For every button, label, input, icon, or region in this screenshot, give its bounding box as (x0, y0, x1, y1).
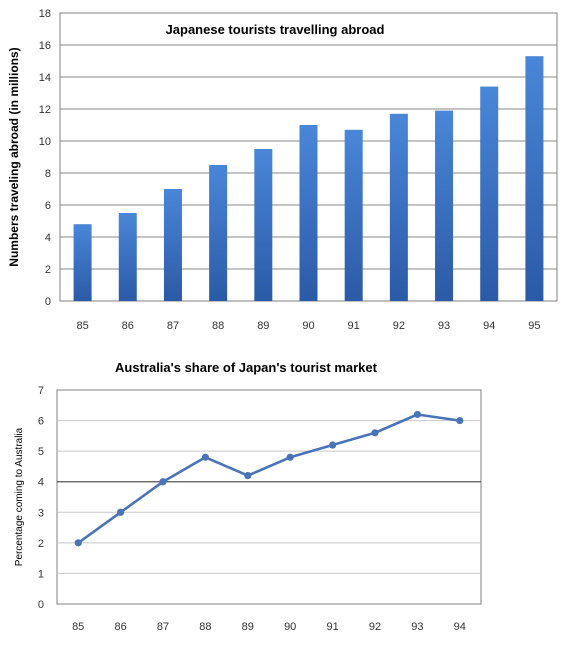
bar-chart-bar (389, 113, 408, 301)
bar-chart-y-tick-label: 12 (39, 104, 51, 116)
line-chart-y-ticks: 0 1 2 3 4 5 6 7 (38, 385, 44, 611)
line-chart-series-line (77, 413, 460, 544)
line-chart-x-tick-label: 90 (284, 621, 296, 633)
line-chart-x-tick-label: 85 (72, 621, 84, 633)
line-chart-x-tick-label: 86 (114, 621, 126, 633)
line-chart-point (117, 508, 125, 516)
bar-chart-x-tick-label: 88 (212, 320, 224, 332)
line-chart-y-tick-label: 1 (38, 568, 44, 580)
bar-chart-bar (209, 165, 228, 301)
line-chart-y-tick-label: 6 (38, 416, 44, 428)
bar-chart-x-tick-label: 95 (528, 320, 540, 332)
bar-chart-bar (299, 125, 318, 301)
line-chart-point (456, 416, 464, 425)
bar-chart-x-tick-label: 87 (167, 320, 179, 332)
line-chart-plot-area (56, 389, 482, 605)
line-chart-y-axis-label: Percentage coming to Australia (14, 427, 25, 566)
bar-chart-title: Japanese tourists travelling abroad (166, 22, 385, 37)
bar-chart-y-tick-label: 8 (45, 168, 51, 180)
line-chart: 0 1 2 3 4 5 6 7 85 86 87 88 89 90 91 92 93 94 Australia'… (14, 360, 482, 633)
line-chart-x-tick-label: 89 (242, 621, 254, 633)
bar-chart-y-tick-label: 6 (45, 200, 51, 212)
line-chart-x-tick-label: 92 (369, 621, 381, 633)
line-chart-y-tick-label: 3 (38, 507, 44, 519)
bar-chart-x-tick-label: 94 (483, 320, 495, 332)
bar-chart-y-tick-label: 10 (39, 136, 51, 148)
line-chart-point (244, 472, 252, 480)
line-chart-title: Australia's share of Japan's tourist mar… (115, 360, 378, 375)
bar-chart-bar (163, 189, 182, 301)
line-chart-x-tick-label: 94 (454, 621, 466, 633)
bar-chart-bar (435, 110, 454, 301)
line-chart-x-tick-label: 93 (411, 621, 423, 633)
line-chart-point (74, 539, 82, 547)
line-chart-point (286, 453, 294, 461)
bar-chart: 0 2 4 6 8 10 12 14 16 18 85 86 87 88 89 90 91 92 93 94 95 J… (7, 8, 558, 332)
bar-chart-x-tick-label: 93 (438, 320, 450, 332)
line-chart-y-tick-label: 2 (38, 538, 44, 550)
line-chart-point (201, 453, 209, 461)
line-chart-point (329, 441, 337, 449)
line-chart-x-tick-label: 87 (157, 621, 169, 633)
bar-chart-x-ticks: 85 86 87 88 89 90 91 92 93 94 95 (76, 320, 540, 332)
bar-chart-bar (254, 149, 273, 301)
line-chart-point (159, 478, 167, 486)
line-chart-x-ticks: 85 86 87 88 89 90 91 92 93 94 (72, 621, 466, 633)
bar-chart-x-tick-label: 85 (76, 320, 88, 332)
line-chart-y-tick-label: 5 (38, 446, 44, 458)
bar-chart-bar (73, 224, 92, 301)
line-chart-y-tick-label: 0 (38, 599, 44, 611)
bar-chart-y-tick-label: 4 (45, 232, 51, 244)
bar-chart-x-tick-label: 91 (348, 320, 360, 332)
line-chart-x-tick-label: 88 (199, 621, 211, 633)
line-chart-y-tick-label: 4 (38, 477, 44, 489)
bar-chart-y-ticks: 0 2 4 6 8 10 12 14 16 18 (39, 8, 51, 308)
bar-chart-bar (480, 86, 499, 301)
bar-chart-y-tick-label: 2 (45, 264, 51, 276)
bar-chart-x-tick-label: 89 (257, 320, 269, 332)
bar-chart-x-tick-label: 90 (302, 320, 314, 332)
bar-chart-y-axis-label: Numbers traveling abroad (in millions) (7, 47, 21, 266)
line-chart-y-tick-label: 7 (38, 385, 44, 397)
line-chart-point (413, 410, 421, 419)
bar-chart-x-tick-label: 92 (393, 320, 405, 332)
bar-chart-y-tick-label: 0 (45, 296, 51, 308)
line-chart-point (371, 429, 379, 437)
bar-chart-y-tick-label: 18 (39, 8, 51, 20)
bar-chart-x-tick-label: 86 (122, 320, 134, 332)
line-chart-gridlines (57, 420, 481, 574)
line-chart-series (74, 410, 464, 547)
bar-chart-bar (525, 56, 544, 302)
bar-chart-y-tick-label: 16 (39, 40, 51, 52)
bar-chart-bar (118, 213, 137, 301)
bar-chart-y-tick-label: 14 (39, 72, 51, 84)
bar-chart-bars (73, 56, 544, 302)
line-chart-x-tick-label: 91 (326, 621, 338, 633)
bar-chart-bar (344, 129, 363, 301)
